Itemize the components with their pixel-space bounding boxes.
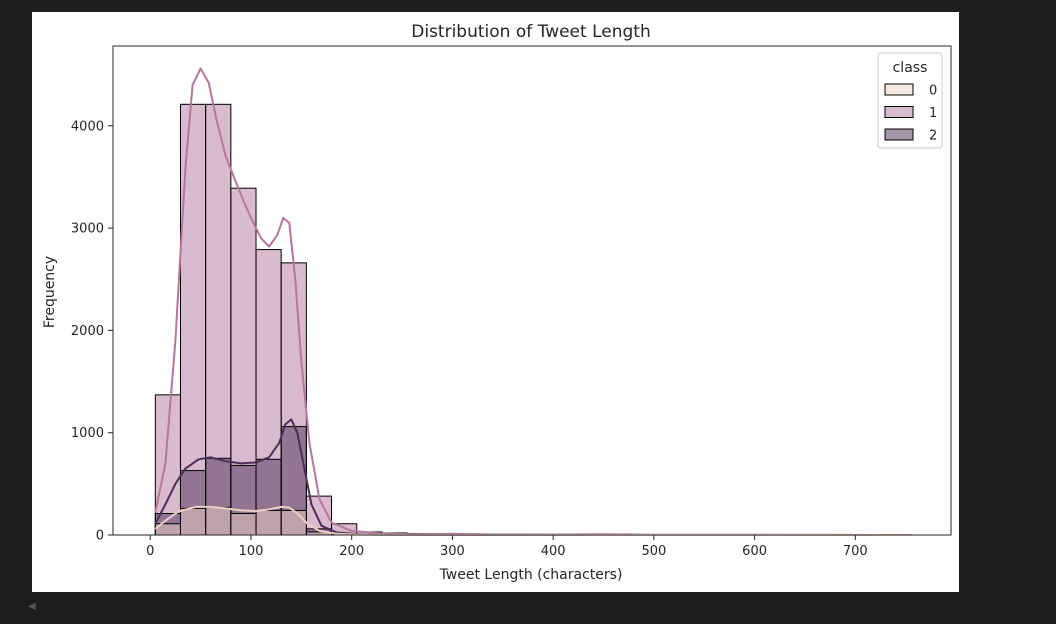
bar-class-0-bin-1 [179,507,207,536]
scroll-left-arrow-icon[interactable]: ◀ [28,601,36,612]
legend-label-2: 2 [929,129,937,144]
bar-class-0-bin-4 [255,509,282,536]
y-tick-label: 3000 [71,222,104,237]
bar-class-0-bin-2 [205,506,232,536]
y-tick-label: 1000 [71,426,104,441]
plot-frame [112,45,952,536]
bars-layer [154,103,912,536]
output-cell: Distribution of Tweet Length 0 100 200 300 4… [32,12,959,592]
x-tick-label: 500 [641,544,666,559]
legend: class 0 1 2 [877,52,943,149]
legend-swatch-1 [884,106,914,118]
x-tick-label: 100 [239,544,264,559]
y-tick-label: 4000 [71,119,104,134]
kde-line-class-2 [154,418,911,536]
bar-class-0-bin-3 [230,513,257,536]
y-tick-label: 2000 [71,324,104,339]
x-axis-label: Tweet Length (characters) [439,567,623,583]
ticks-layer: 0 100 200 300 400 500 600 700 0 1000 2000 3000 4000 [71,119,868,559]
kde-layer [154,67,911,536]
x-tick-label: 400 [541,544,566,559]
x-tick-label: 600 [742,544,767,559]
y-axis-label: Frequency [42,256,58,328]
kde-line-class-0 [154,505,911,536]
axes-layer [112,45,952,536]
legend-frame [877,52,943,149]
x-tick-label: 300 [440,544,465,559]
x-tick-label: 0 [146,544,154,559]
legend-swatch-0 [884,83,914,96]
x-tick-label: 700 [843,544,868,559]
legend-label-0: 0 [929,84,937,99]
bar-class-0-bin-5 [280,509,307,536]
x-tick-label: 200 [339,544,364,559]
chart-title: Distribution of Tweet Length [411,22,650,42]
y-tick-label: 0 [96,529,104,544]
legend-title: class [893,60,928,76]
legend-label-1: 1 [929,106,937,121]
legend-entries: 0 1 2 [884,83,937,144]
histogram-chart: Distribution of Tweet Length 0 100 200 300 4… [42,22,952,583]
bar-class-1-bin-0 [154,394,181,536]
legend-swatch-2 [884,128,914,141]
